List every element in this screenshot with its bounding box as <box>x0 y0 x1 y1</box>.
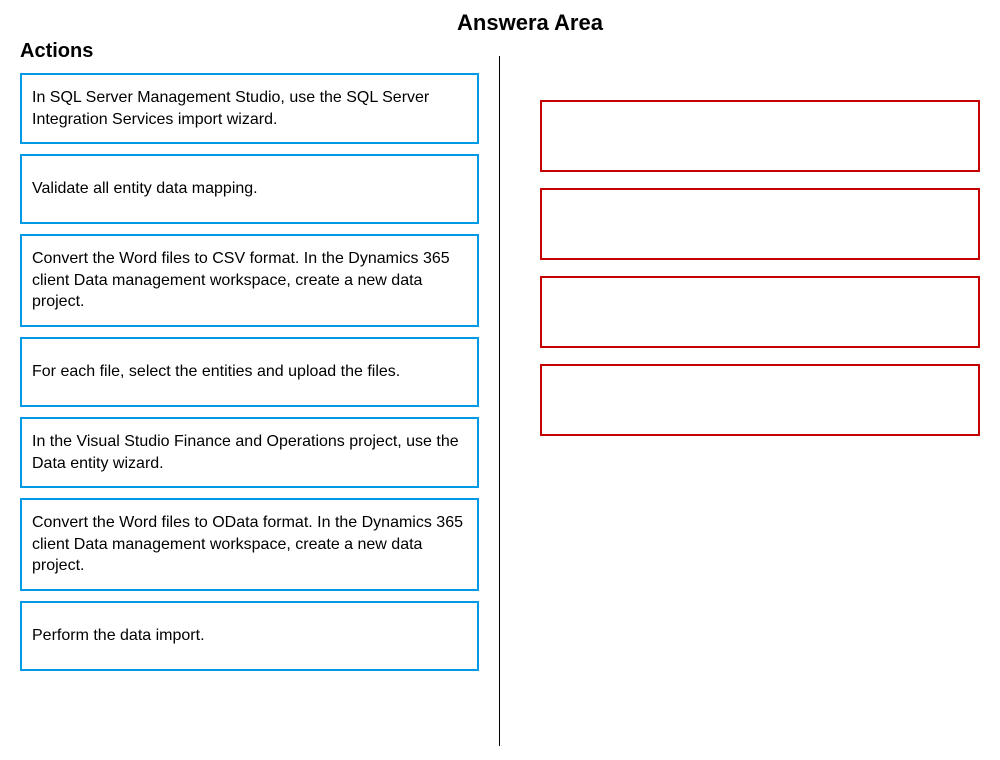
answer-slot[interactable] <box>540 188 980 260</box>
action-item-text: In the Visual Studio Finance and Operati… <box>32 431 467 474</box>
actions-heading: Actions <box>20 40 479 63</box>
action-item-text: Convert the Word files to OData format. … <box>32 512 467 577</box>
action-item-text: Convert the Word files to CSV format. In… <box>32 248 467 313</box>
layout-container: Actions In SQL Server Management Studio,… <box>20 40 980 740</box>
action-item-text: For each file, select the entities and u… <box>32 361 400 383</box>
answer-column <box>500 40 980 740</box>
actions-column: Actions In SQL Server Management Studio,… <box>20 40 499 740</box>
answer-slot[interactable] <box>540 364 980 436</box>
action-item[interactable]: Convert the Word files to CSV format. In… <box>20 234 479 327</box>
action-item[interactable]: Validate all entity data mapping. <box>20 154 479 224</box>
action-item[interactable]: In the Visual Studio Finance and Operati… <box>20 417 479 488</box>
action-item[interactable]: Convert the Word files to OData format. … <box>20 498 479 591</box>
answer-slot[interactable] <box>540 100 980 172</box>
action-item[interactable]: In SQL Server Management Studio, use the… <box>20 73 479 144</box>
action-item[interactable]: For each file, select the entities and u… <box>20 337 479 407</box>
answer-slot[interactable] <box>540 276 980 348</box>
page-title: Answera Area <box>20 10 980 36</box>
action-item-text: Perform the data import. <box>32 625 205 647</box>
action-item-text: In SQL Server Management Studio, use the… <box>32 87 467 130</box>
action-item-text: Validate all entity data mapping. <box>32 178 258 200</box>
action-item[interactable]: Perform the data import. <box>20 601 479 671</box>
